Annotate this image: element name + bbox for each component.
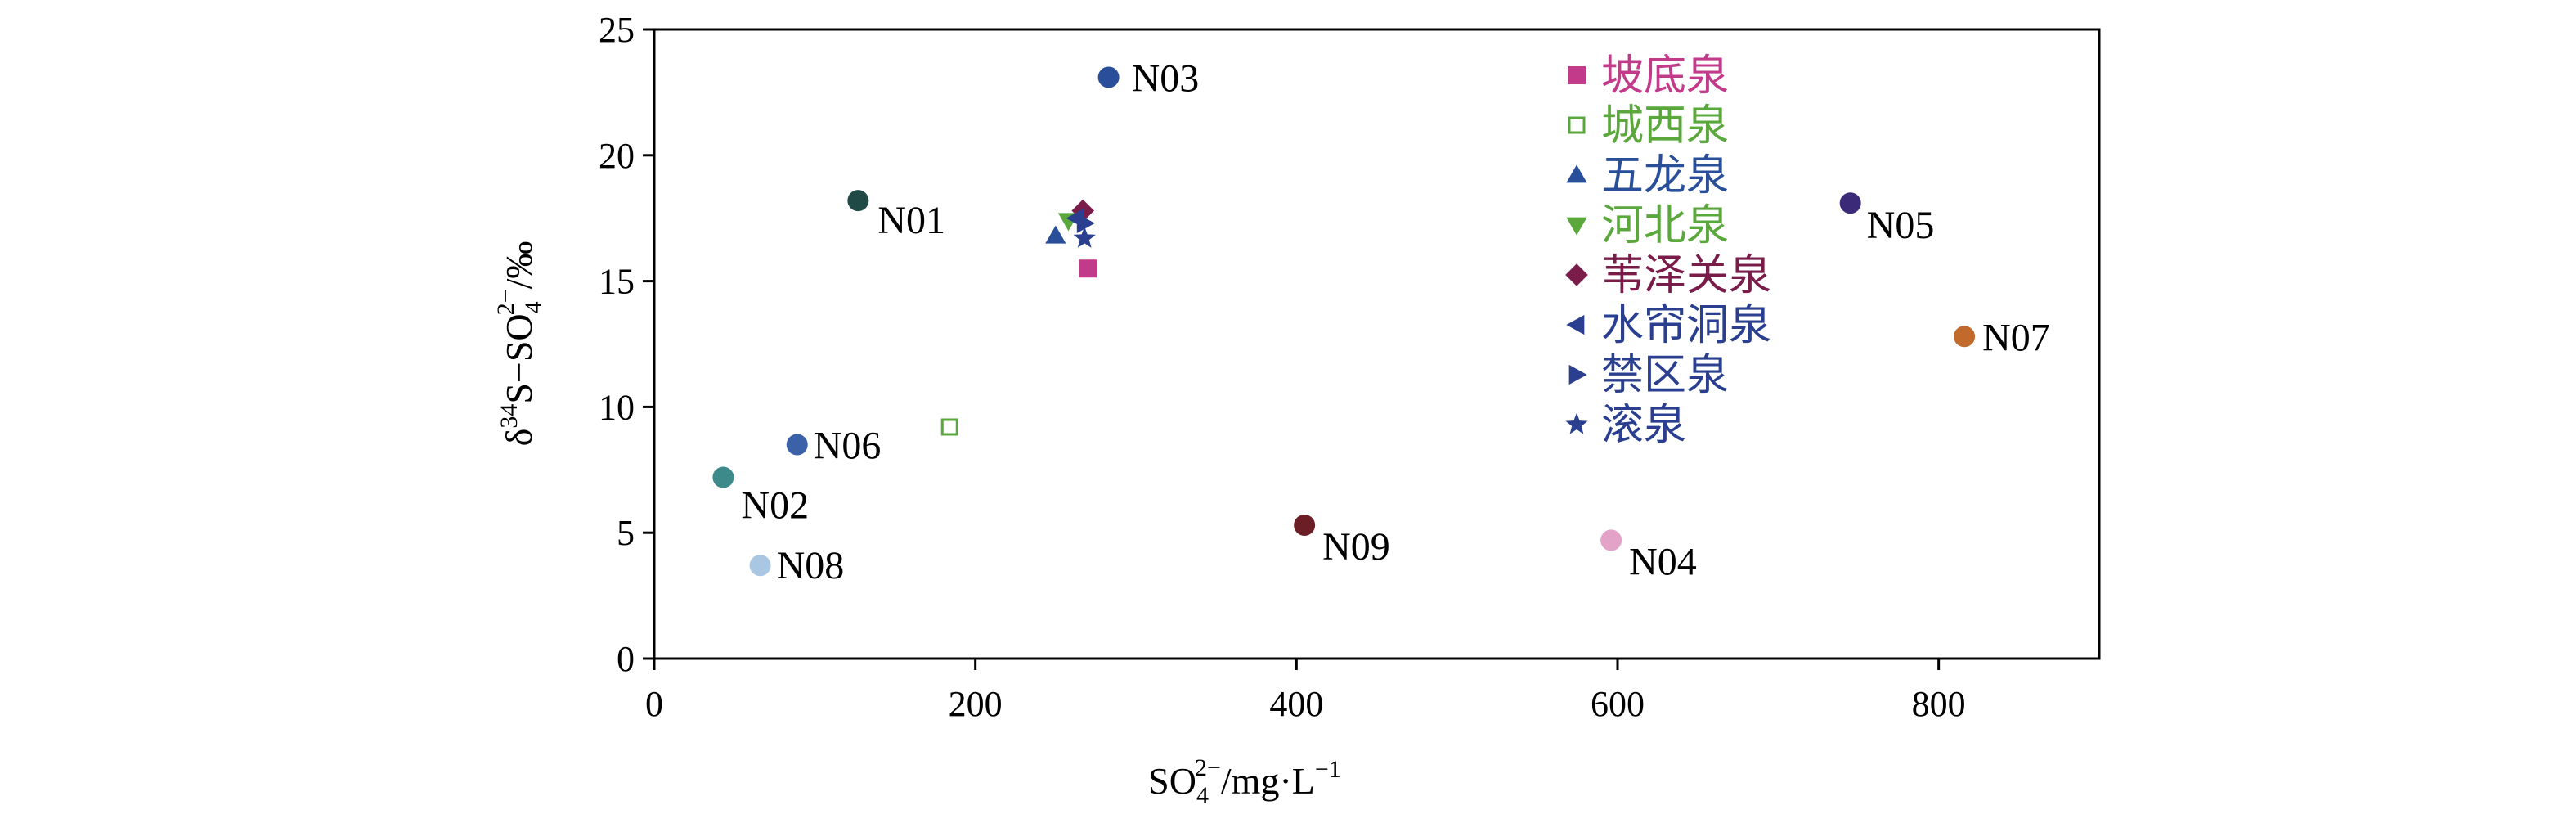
x-axis-title-unit-sup: −1 (1315, 756, 1341, 783)
data-point-label: N09 (1322, 525, 1390, 569)
y-axis-title-mid: S−SO (498, 313, 540, 403)
legend-marker (1565, 412, 1588, 434)
data-point-label: N08 (777, 544, 845, 587)
y-axis-title-group: δ34S−SO42−/‰ (492, 241, 547, 447)
legend-label: 坡底泉 (1601, 52, 1729, 101)
legend-marker (1566, 314, 1585, 335)
y-tick-label: 5 (617, 513, 635, 553)
legend-label: 水帘洞泉 (1601, 301, 1771, 350)
legend-marker (1568, 66, 1586, 84)
x-tick-label: 600 (1591, 684, 1645, 724)
x-tick-label: 400 (1269, 684, 1323, 724)
legend-label: 城西泉 (1601, 101, 1729, 151)
x-axis-title-unit: /mg·L (1221, 760, 1315, 802)
y-tick-label: 10 (599, 387, 635, 427)
data-point-label: N03 (1132, 56, 1200, 100)
legend-label: 禁区泉 (1601, 351, 1729, 400)
data-point (1600, 529, 1622, 551)
y-axis-title-sub: 4 (520, 301, 547, 313)
data-point-label: N01 (877, 199, 945, 242)
legend-marker (1565, 263, 1588, 286)
legend-label: 苇泽关泉 (1601, 251, 1771, 300)
data-point-label: N07 (1982, 316, 2050, 359)
x-tick-label: 800 (1912, 684, 1966, 724)
axis-ticks: 0 200 400 600 800 0 5 10 15 20 25 (599, 10, 1966, 724)
y-tick-label: 15 (599, 262, 635, 302)
spring-point (1045, 225, 1066, 244)
x-tick-label: 0 (645, 684, 663, 724)
y-axis-title: δ34S−SO42−/‰ (492, 241, 547, 447)
y-axis-title-sup34: 34 (496, 404, 523, 429)
data-point (1294, 514, 1316, 536)
plot-frame (653, 28, 2101, 660)
x-axis-title-sub: 4 (1196, 782, 1209, 809)
data-point (847, 190, 869, 212)
legend-label: 五龙泉 (1601, 151, 1729, 200)
data-point-label: N04 (1629, 540, 1697, 583)
legend-marker (1566, 164, 1587, 183)
data-point (1097, 66, 1120, 88)
legend-marker (1568, 364, 1587, 385)
data-point (1954, 326, 1976, 348)
data-point (712, 466, 734, 488)
data-point-label: N02 (741, 484, 809, 528)
x-axis-title: SO42−/mg·L−1 (1148, 754, 1341, 809)
spring-point (1073, 227, 1096, 248)
x-axis-title-base: SO (1148, 760, 1196, 802)
spring-point (1079, 259, 1097, 278)
data-points: N01 N02 N03 N04 N05 N06 N07 N08 N09 (712, 56, 2050, 587)
legend-label: 河北泉 (1601, 201, 1729, 250)
legend-marker (1568, 116, 1586, 134)
y-axis-title-unit: /‰ (498, 241, 540, 290)
y-tick-label: 20 (599, 136, 635, 176)
legend-marker (1566, 217, 1587, 236)
y-axis-title-delta: δ (498, 429, 540, 447)
spring-point (940, 418, 958, 436)
spring-point (1076, 213, 1095, 233)
data-point (786, 434, 808, 456)
data-point-label: N06 (814, 425, 882, 468)
y-axis-title-sup: 2− (492, 289, 519, 315)
x-axis-title-sup: 2− (1195, 754, 1221, 781)
data-point (1839, 192, 1861, 214)
y-tick-label: 25 (599, 10, 635, 50)
legend-label: 滚泉 (1601, 401, 1686, 450)
data-point (749, 555, 771, 577)
data-point-label: N05 (1867, 204, 1935, 247)
x-tick-label: 200 (949, 684, 1003, 724)
y-tick-label: 0 (617, 639, 635, 679)
